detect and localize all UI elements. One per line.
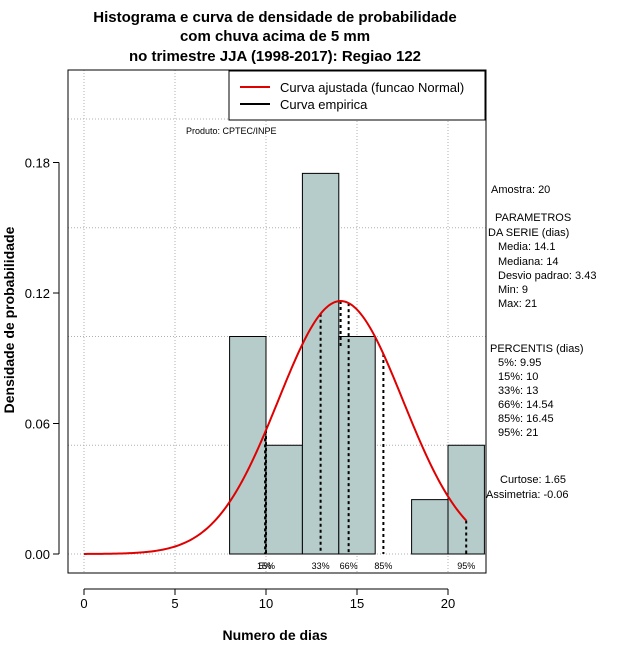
plot-frame (67, 69, 487, 574)
percentile-label-4: 85% (374, 561, 392, 571)
producer-text: Produto: CPTEC/INPE (186, 126, 277, 136)
normal-curve-layer (83, 300, 467, 555)
stat-assimetria: Assimetria: -0.06 (486, 489, 569, 501)
percentile-label-0: 5% (259, 561, 272, 571)
y-tick-label-3: 0.18 (25, 156, 50, 171)
percentile-lines (264, 301, 468, 554)
stat-max: Max: 21 (498, 298, 537, 310)
x-tick-label-0: 0 (80, 596, 87, 611)
stat-p33: 33%: 13 (498, 385, 538, 397)
stat-curtose: Curtose: 1.65 (500, 474, 566, 486)
stat-media: Media: 14.1 (498, 241, 555, 253)
legend: Curva ajustada (funcao Normal) Curva emp… (228, 70, 486, 121)
chart-title-line-2: com chuva acima de 5 mm (180, 28, 370, 45)
stat-p5: 5%: 9.95 (498, 357, 541, 369)
percentile-label-2: 33% (312, 561, 330, 571)
histogram-bar-6 (447, 444, 485, 555)
histogram-bar-1 (265, 444, 303, 555)
percentile-labels: 5%15% 33% 66% 85% 95% (257, 561, 475, 571)
stat-p66: 66%: 14.54 (498, 399, 554, 411)
histogram-bar-5 (411, 499, 449, 555)
stats-panel: Amostra: 20 PARAMETROS DA SERIE (dias) M… (486, 184, 596, 501)
x-tick-label-1: 5 (171, 596, 178, 611)
stat-param-title-2: DA SERIE (dias) (488, 227, 569, 239)
y-tick-label-0: 0.00 (25, 547, 50, 562)
y-axis-label: Densidade de probabilidade (1, 226, 17, 413)
x-tick-label-4: 20 (441, 596, 455, 611)
stat-min: Min: 9 (498, 284, 528, 296)
percentile-label-5: 95% (457, 561, 475, 571)
legend-label-empirical: Curva empirica (280, 97, 368, 112)
histogram-bar-3 (338, 336, 376, 555)
legend-label-fit: Curva ajustada (funcao Normal) (280, 80, 464, 95)
percentile-label-1: 15% (257, 561, 275, 571)
normal-curve (83, 300, 467, 555)
percentile-label-3: 66% (340, 561, 358, 571)
x-tick-label-2: 10 (259, 596, 273, 611)
stat-desvio: Desvio padrao: 3.43 (498, 270, 596, 282)
stat-p15: 15%: 10 (498, 371, 538, 383)
histogram-bars (229, 172, 485, 555)
chart-title-line-3: no trimestre JJA (1998-2017): Regiao 122 (129, 48, 421, 65)
stat-mediana: Mediana: 14 (498, 256, 559, 268)
x-axis-label: Numero de dias (222, 627, 327, 643)
axes: 0 5 10 15 20 0.00 0.06 0.12 0.18 (25, 156, 456, 612)
stat-p85: 85%: 16.45 (498, 413, 554, 425)
legend-box (228, 70, 486, 121)
y-tick-label-2: 0.12 (25, 286, 50, 301)
x-tick-label-3: 15 (350, 596, 364, 611)
stat-amostra: Amostra: 20 (491, 184, 550, 196)
stat-p95: 95%: 21 (498, 427, 538, 439)
stat-percentis-title: PERCENTIS (dias) (490, 343, 584, 355)
y-tick-label-1: 0.06 (25, 417, 50, 432)
chart-title-line-1: Histograma e curva de densidade de proba… (93, 9, 456, 26)
stat-param-title-1: PARAMETROS (495, 212, 571, 224)
